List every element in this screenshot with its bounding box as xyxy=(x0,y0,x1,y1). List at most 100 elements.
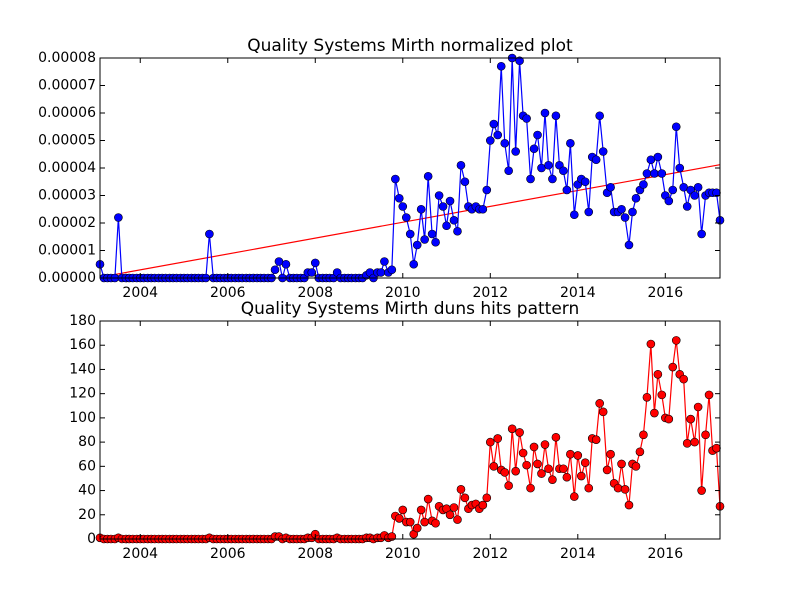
data-point xyxy=(602,465,612,475)
x-tick-label: 2014 xyxy=(560,285,596,301)
data-point xyxy=(533,130,542,140)
data-point xyxy=(704,390,714,400)
data-point xyxy=(394,193,404,203)
data-point xyxy=(445,510,455,520)
x-tick-label: 2008 xyxy=(297,285,333,301)
data-point xyxy=(639,430,648,440)
data-point xyxy=(606,449,615,459)
y-tick-label: 0.00002 xyxy=(38,215,96,231)
data-point xyxy=(617,204,626,214)
data-point xyxy=(591,155,601,165)
data-point xyxy=(522,114,531,123)
data-point xyxy=(401,213,411,222)
data-point xyxy=(434,191,444,200)
data-point xyxy=(682,202,692,211)
data-point xyxy=(511,147,520,156)
data-point xyxy=(591,435,601,444)
data-point xyxy=(697,229,706,239)
axes-background xyxy=(100,58,720,278)
data-point xyxy=(551,432,561,442)
data-point xyxy=(515,428,524,437)
data-point xyxy=(551,111,561,121)
data-point xyxy=(635,447,645,457)
data-point xyxy=(529,442,539,452)
data-point xyxy=(613,483,623,493)
data-point xyxy=(548,475,557,484)
data-point xyxy=(507,424,517,434)
data-point xyxy=(478,500,488,510)
data-point xyxy=(431,237,440,247)
data-point xyxy=(478,204,488,214)
trend-line xyxy=(99,164,721,278)
y-tick-label: 0.00004 xyxy=(38,160,96,176)
data-point xyxy=(114,213,123,222)
data-point xyxy=(576,471,586,481)
x-tick-label: 2010 xyxy=(385,285,421,301)
data-point xyxy=(559,166,568,176)
y-tick-label: 100 xyxy=(69,410,96,426)
data-point xyxy=(409,259,419,269)
data-point xyxy=(405,517,415,527)
data-point xyxy=(620,213,630,222)
data-point xyxy=(569,210,579,220)
data-point xyxy=(449,215,459,225)
data-point xyxy=(387,265,397,275)
data-point xyxy=(518,448,528,458)
y-tick-label: 0 xyxy=(87,531,96,547)
data-point xyxy=(653,369,663,379)
data-point xyxy=(504,166,513,176)
y-tick-label: 160 xyxy=(69,337,96,353)
x-tick-label: 2006 xyxy=(210,285,246,301)
axes-background xyxy=(100,321,720,539)
data-point xyxy=(398,505,408,515)
data-point xyxy=(562,185,572,195)
data-point xyxy=(540,440,550,449)
x-tick-label: 2008 xyxy=(297,546,333,562)
data-point xyxy=(391,174,400,184)
data-point xyxy=(569,492,579,501)
y-tick-label: 20 xyxy=(78,507,96,523)
data-point xyxy=(664,414,674,424)
data-point xyxy=(489,462,499,471)
data-point xyxy=(394,514,404,523)
data-point xyxy=(438,202,448,211)
data-point xyxy=(580,458,590,468)
data-point xyxy=(376,268,386,277)
data-point xyxy=(544,160,553,170)
data-point xyxy=(460,493,470,503)
y-tick-label: 140 xyxy=(69,361,96,377)
data-point xyxy=(682,439,692,448)
data-point xyxy=(482,493,492,503)
data-point xyxy=(456,485,466,494)
data-point xyxy=(657,169,667,178)
data-point xyxy=(460,177,470,187)
data-point xyxy=(562,472,572,482)
data-point xyxy=(617,459,626,469)
x-tick-label: 2004 xyxy=(122,546,158,562)
data-point xyxy=(595,111,604,121)
x-tick-label: 2012 xyxy=(472,546,508,562)
data-point xyxy=(624,240,634,250)
data-point xyxy=(657,390,667,400)
data-point xyxy=(580,177,590,187)
data-point xyxy=(533,459,542,469)
x-tick-label: 2004 xyxy=(122,285,158,301)
data-point xyxy=(420,235,429,244)
data-point xyxy=(526,483,535,493)
y-tick-label: 0.00007 xyxy=(38,78,96,94)
data-point xyxy=(548,174,557,184)
data-point xyxy=(628,207,637,217)
data-point xyxy=(675,163,685,173)
data-point xyxy=(598,407,608,417)
data-point xyxy=(566,138,575,148)
data-point xyxy=(449,503,459,512)
data-point xyxy=(423,171,433,181)
data-point xyxy=(671,336,681,345)
data-point xyxy=(624,500,634,510)
data-point xyxy=(453,226,462,236)
data-point xyxy=(650,408,659,418)
chart-title: Quality Systems Mirth duns hits pattern xyxy=(241,299,580,319)
data-point xyxy=(445,196,455,206)
data-point xyxy=(664,196,674,206)
data-point xyxy=(566,449,575,459)
